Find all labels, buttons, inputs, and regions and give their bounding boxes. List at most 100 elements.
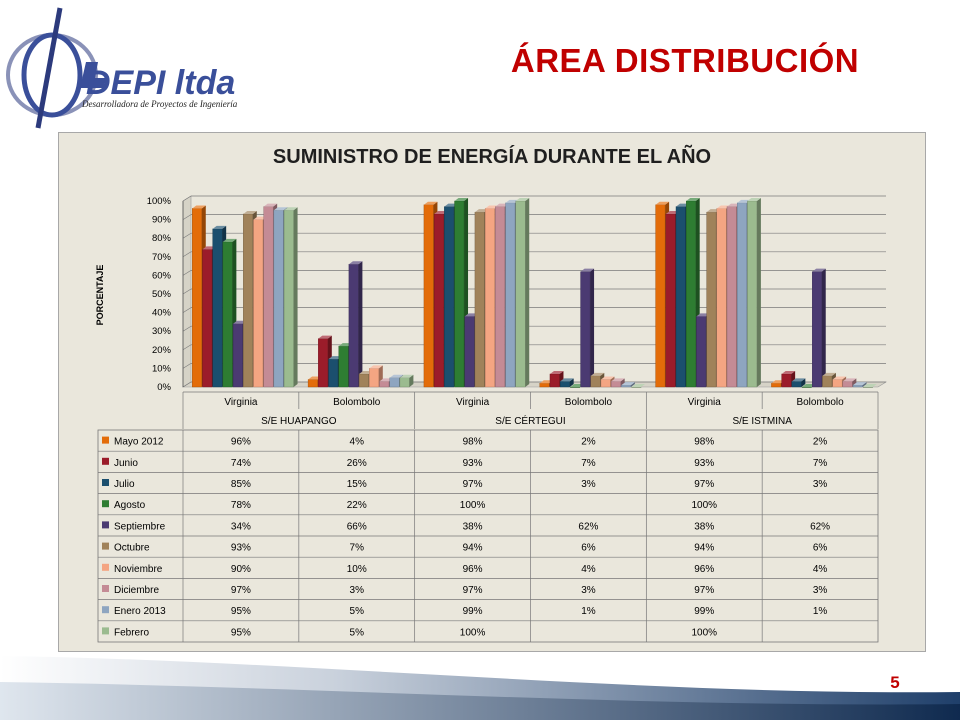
data-label: 4%	[581, 564, 596, 575]
legend-label: Mayo 2012	[114, 437, 164, 448]
data-label: 97%	[694, 585, 714, 596]
bar	[631, 384, 646, 388]
data-label: 22%	[347, 500, 367, 511]
bar	[621, 382, 635, 388]
data-label: 3%	[581, 479, 596, 490]
y-tick-label: 80%	[152, 233, 172, 244]
data-label: 7%	[581, 458, 596, 469]
data-label: 10%	[347, 564, 367, 575]
y-tick-label: 50%	[152, 289, 172, 300]
data-label: 97%	[463, 479, 483, 490]
x-group-label: S/E ISTMINA	[732, 416, 792, 427]
data-label: 2%	[813, 437, 828, 448]
x-group-label: S/E CÉRTEGUI	[495, 414, 565, 427]
legend-swatch	[102, 457, 109, 465]
bar	[863, 384, 877, 388]
data-label: 62%	[578, 521, 598, 532]
data-label: 3%	[813, 479, 828, 490]
gridline-slant	[182, 288, 192, 295]
x-category-label: Bolombolo	[333, 397, 381, 408]
gridline-slant	[182, 344, 192, 351]
data-label: 93%	[463, 458, 483, 469]
data-label: 78%	[231, 500, 251, 511]
legend-label: Julio	[114, 479, 135, 490]
gridline-slant	[182, 214, 192, 220]
legend-swatch	[102, 436, 109, 444]
gridline-slant	[182, 381, 192, 388]
data-label: 96%	[231, 437, 251, 448]
data-label: 100%	[691, 627, 717, 638]
bar	[283, 207, 298, 388]
data-label: 96%	[694, 564, 714, 575]
data-label: 2%	[581, 437, 596, 448]
legend-swatch	[102, 542, 109, 550]
legend-label: Septiembre	[114, 521, 166, 532]
data-label: 3%	[813, 585, 828, 596]
data-label: 97%	[231, 585, 251, 596]
data-label: 1%	[581, 606, 596, 617]
data-label: 38%	[463, 521, 483, 532]
gridline-slant	[182, 270, 192, 276]
gridline-slant	[182, 363, 192, 369]
y-tick-label: 90%	[152, 215, 172, 226]
legend-label: Febrero	[114, 627, 149, 638]
legend-swatch	[102, 563, 109, 571]
bar	[610, 378, 625, 388]
data-label: 66%	[347, 521, 367, 532]
data-label: 3%	[581, 585, 596, 596]
bar	[842, 378, 857, 388]
data-label: 94%	[463, 543, 483, 554]
y-tick-label: 40%	[152, 308, 172, 319]
data-label: 26%	[347, 458, 367, 469]
data-label: 34%	[231, 521, 251, 532]
logo-name: DEPI ltda	[86, 64, 235, 102]
x-category-label: Virginia	[224, 397, 258, 408]
bar	[812, 268, 826, 388]
data-label: 98%	[694, 437, 714, 448]
data-label: 94%	[694, 543, 714, 554]
bar	[747, 198, 761, 388]
gridline-slant	[182, 195, 192, 202]
legend-label: Noviembre	[114, 564, 163, 575]
bar	[791, 378, 806, 388]
y-tick-label: 100%	[147, 196, 172, 207]
x-category-label: Bolombolo	[565, 397, 613, 408]
x-category-label: Bolombolo	[796, 397, 844, 408]
page-number: 5	[890, 673, 900, 692]
data-label: 3%	[350, 585, 365, 596]
legend-swatch	[102, 521, 109, 529]
legend-label: Agosto	[114, 500, 146, 511]
data-label: 100%	[460, 627, 486, 638]
bar	[559, 378, 574, 388]
y-axis-label: PORCENTAJE	[95, 264, 105, 326]
legend-label: Octubre	[114, 543, 150, 554]
gridline-slant	[182, 307, 192, 313]
x-category-label: Virginia	[688, 397, 722, 408]
data-label: 74%	[231, 458, 251, 469]
chart-title: SUMINISTRO DE ENERGÍA DURANTE EL AÑO	[272, 146, 712, 168]
legend-label: Diciembre	[114, 585, 159, 596]
y-tick-label: 10%	[152, 363, 172, 374]
bar	[852, 382, 867, 388]
x-group-label: S/E HUAPANGO	[261, 416, 337, 427]
depi-logo: DEPI ltda Desarrolladora de Proyectos de…	[6, 7, 238, 129]
y-tick-label: 0%	[157, 382, 171, 393]
legend-swatch	[102, 585, 109, 592]
y-tick-label: 70%	[152, 252, 172, 263]
legend-label: Enero 2013	[114, 606, 166, 617]
data-label: 6%	[581, 543, 596, 554]
legend-swatch	[102, 479, 109, 486]
footer-swoosh	[0, 656, 960, 720]
legend-swatch	[102, 627, 109, 635]
data-label: 99%	[463, 606, 483, 617]
bar	[515, 198, 530, 388]
data-label: 99%	[694, 606, 714, 617]
data-label: 4%	[350, 437, 365, 448]
y-tick-label: 60%	[152, 270, 172, 281]
bar	[348, 261, 363, 388]
legend-label: Junio	[114, 458, 138, 469]
page-title: ÁREA DISTRIBUCIÓN	[510, 42, 860, 79]
data-label: 95%	[231, 606, 251, 617]
gridline-slant	[182, 325, 192, 332]
